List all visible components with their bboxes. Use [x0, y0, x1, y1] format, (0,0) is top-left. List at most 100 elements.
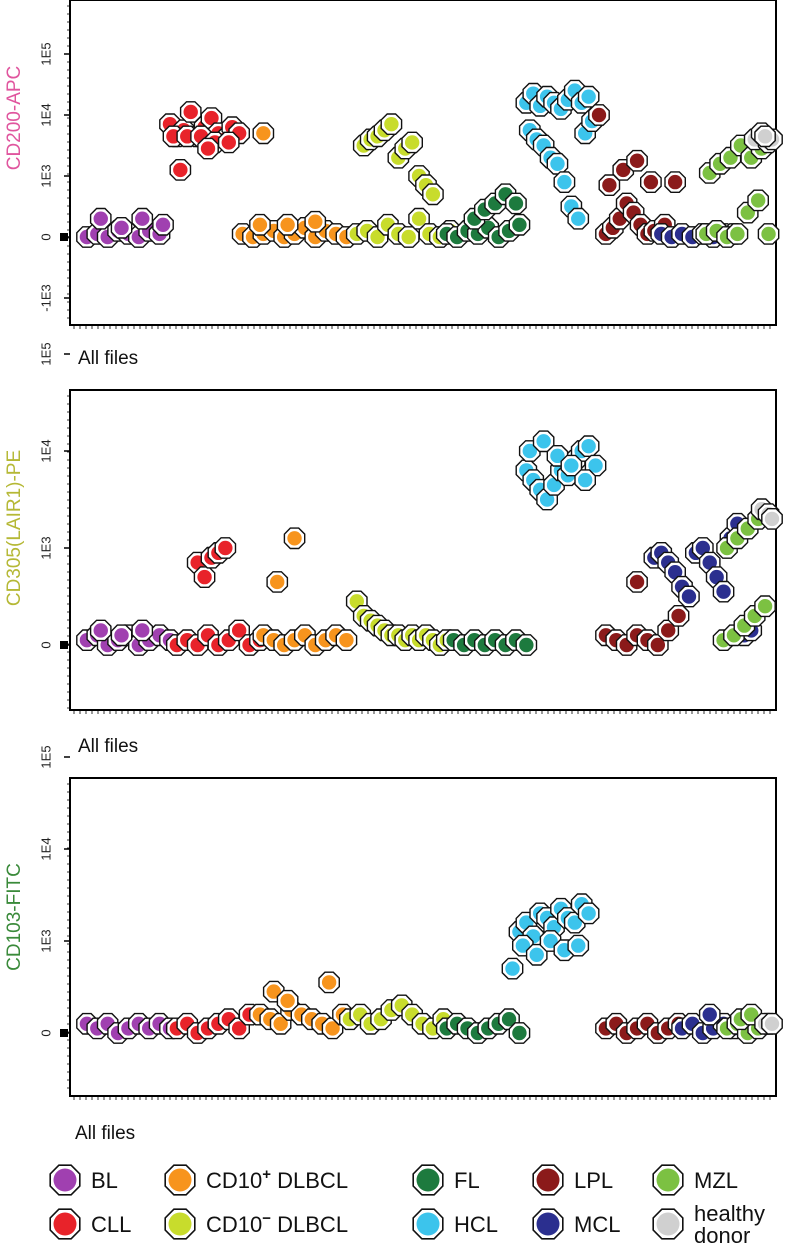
y-tick-label: 0 — [38, 1029, 53, 1036]
data-point — [640, 171, 662, 193]
data-point — [217, 131, 240, 154]
x-axis-title: All files — [78, 348, 138, 369]
data-point — [588, 104, 610, 126]
legend-label: MZL — [694, 1168, 738, 1193]
panel-cd103: 1E5 1E4 1E3 0 CD103-FITC All files — [4, 745, 783, 1144]
data-point — [197, 137, 219, 160]
legend-marker — [532, 1164, 564, 1196]
zero-marker — [60, 233, 68, 241]
data-point — [543, 474, 565, 496]
y-tick-label: 1E4 — [38, 103, 53, 126]
data-point — [726, 223, 749, 245]
legend-label: CD10+ DLBCL — [206, 1166, 348, 1193]
legend-item: MCL — [532, 1208, 620, 1240]
data-point — [318, 971, 340, 994]
y-tick-label: 1E3 — [38, 164, 53, 187]
legend-item: LPL — [532, 1164, 613, 1196]
data-point — [664, 171, 686, 193]
data-point — [508, 1022, 531, 1044]
legend-item: CD10+ DLBCL — [164, 1164, 348, 1196]
data-point — [505, 192, 527, 215]
data-point — [678, 585, 700, 608]
legend-marker — [652, 1208, 684, 1240]
data-point — [712, 580, 735, 603]
data-point — [304, 210, 327, 233]
data-point — [657, 619, 680, 642]
y-tick-label: -1E3 — [38, 284, 53, 311]
y-axis-title: CD305(LAIR1)-PE — [4, 450, 25, 606]
zero-marker — [60, 1029, 68, 1037]
data-point — [698, 1003, 721, 1026]
legend-marker — [49, 1208, 81, 1240]
data-point — [761, 508, 783, 530]
data-point — [754, 125, 776, 148]
y-tick-label: 1E5 — [38, 745, 53, 768]
data-point — [110, 217, 133, 239]
data-point — [508, 213, 531, 236]
plot-frame — [69, 389, 777, 711]
legend-label: FL — [454, 1168, 480, 1193]
data-point — [169, 159, 192, 181]
data-point — [577, 85, 600, 108]
data-point — [546, 152, 569, 175]
data-point — [249, 213, 271, 236]
legend-marker — [652, 1164, 684, 1196]
data-point — [110, 624, 133, 647]
data-point — [626, 571, 648, 593]
y-tick-label: 0 — [38, 233, 53, 240]
legend-label: CD10− DLBCL — [206, 1210, 348, 1237]
legend-marker — [49, 1164, 81, 1196]
data-point — [89, 619, 112, 642]
plot-frame — [69, 0, 777, 326]
data-point — [501, 957, 524, 980]
data-point — [283, 527, 306, 550]
data-point — [626, 149, 648, 172]
data-point — [667, 605, 690, 627]
y-tick-label: 1E4 — [38, 837, 53, 860]
legend-item: CLL — [49, 1208, 131, 1240]
data-point — [252, 122, 275, 145]
data-point — [515, 634, 538, 656]
legend-marker — [412, 1208, 444, 1240]
legend-item: MZL — [652, 1164, 738, 1196]
data-point — [276, 989, 299, 1012]
legend-label: healthy donor — [694, 1201, 765, 1246]
data-point — [577, 902, 600, 925]
y-axis-title: CD103-FITC — [4, 863, 25, 971]
data-point — [131, 619, 154, 642]
legend-label: HCL — [454, 1212, 498, 1237]
legend: BL CD10+ DLBCL FL LPL MZL CLL CD10− DLBCL HCL MC… — [49, 1164, 765, 1246]
data-point — [532, 430, 555, 453]
legend-item: HCL — [412, 1208, 498, 1240]
legend-item: healthy donor — [652, 1201, 765, 1246]
data-point — [754, 595, 776, 618]
data-point — [380, 113, 403, 135]
data-point — [757, 223, 780, 245]
y-tick-label: 0 — [38, 641, 53, 648]
x-axis-title: All files — [78, 736, 138, 757]
data-point — [152, 213, 174, 236]
legend-marker — [164, 1208, 196, 1240]
data-point — [193, 566, 216, 588]
y-tick-label: 1E5 — [38, 342, 53, 365]
data-point — [422, 183, 444, 206]
data-point — [705, 566, 728, 588]
plot-frame — [69, 777, 777, 1097]
data-point — [408, 207, 430, 230]
data-point — [567, 207, 590, 230]
legend-marker — [532, 1208, 564, 1240]
data-point — [179, 101, 202, 123]
data-point — [567, 934, 590, 957]
y-tick-label: 1E3 — [38, 929, 53, 952]
legend-label: MCL — [574, 1212, 620, 1237]
data-point — [401, 131, 423, 154]
panel-cd200: 1E5 1E4 1E3 0 -1E3 CD200-APC All files — [4, 0, 783, 369]
data-point — [266, 571, 289, 593]
data-point — [214, 537, 237, 559]
legend-item: FL — [412, 1164, 480, 1196]
y-tick-label: 1E4 — [38, 439, 53, 462]
data-point — [577, 435, 600, 457]
y-tick-label: 1E5 — [38, 42, 53, 65]
data-point — [553, 171, 576, 193]
